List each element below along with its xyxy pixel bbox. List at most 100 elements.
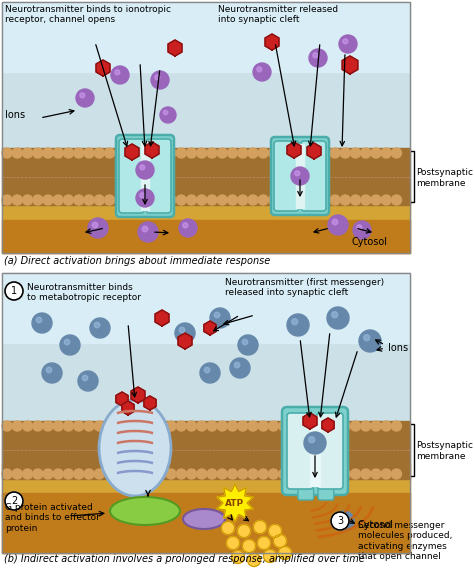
Circle shape xyxy=(207,148,217,158)
Circle shape xyxy=(217,421,227,431)
Circle shape xyxy=(5,492,23,510)
Circle shape xyxy=(289,148,299,158)
Circle shape xyxy=(94,195,104,205)
Circle shape xyxy=(332,219,338,225)
Circle shape xyxy=(76,89,94,107)
Circle shape xyxy=(357,225,362,230)
Polygon shape xyxy=(307,143,321,159)
Circle shape xyxy=(381,421,391,431)
Circle shape xyxy=(140,165,145,170)
Circle shape xyxy=(340,469,350,479)
Circle shape xyxy=(340,148,350,158)
Circle shape xyxy=(197,195,207,205)
Circle shape xyxy=(175,323,195,343)
Circle shape xyxy=(254,520,266,534)
Circle shape xyxy=(115,421,125,431)
Circle shape xyxy=(166,195,176,205)
Bar xyxy=(2,463,410,553)
Circle shape xyxy=(292,318,298,325)
Circle shape xyxy=(125,148,135,158)
Circle shape xyxy=(176,469,186,479)
Circle shape xyxy=(179,327,185,333)
Circle shape xyxy=(22,195,33,205)
Circle shape xyxy=(248,195,258,205)
Circle shape xyxy=(183,223,188,228)
Text: (b) Indirect activation involves a prolonged response, amplified over time: (b) Indirect activation involves a prolo… xyxy=(4,554,365,564)
Circle shape xyxy=(42,363,62,383)
Circle shape xyxy=(339,35,357,53)
Circle shape xyxy=(60,335,80,355)
Circle shape xyxy=(64,339,70,345)
Circle shape xyxy=(156,148,166,158)
Circle shape xyxy=(320,195,330,205)
Circle shape xyxy=(115,70,120,75)
Circle shape xyxy=(299,421,309,431)
Circle shape xyxy=(392,469,401,479)
Circle shape xyxy=(392,195,401,205)
Circle shape xyxy=(104,148,115,158)
Circle shape xyxy=(228,421,237,431)
Circle shape xyxy=(279,546,292,559)
Circle shape xyxy=(392,421,401,431)
Circle shape xyxy=(268,148,279,158)
Circle shape xyxy=(84,195,94,205)
Circle shape xyxy=(238,469,248,479)
Circle shape xyxy=(228,195,237,205)
Circle shape xyxy=(138,222,158,242)
Circle shape xyxy=(207,421,217,431)
Circle shape xyxy=(200,363,220,383)
Circle shape xyxy=(310,195,319,205)
Circle shape xyxy=(88,218,108,238)
Circle shape xyxy=(12,195,22,205)
Text: Cytosol: Cytosol xyxy=(352,237,388,247)
Circle shape xyxy=(364,335,370,341)
Text: Postsynaptic
membrane: Postsynaptic membrane xyxy=(416,168,473,188)
Polygon shape xyxy=(125,144,139,160)
Circle shape xyxy=(12,148,22,158)
Circle shape xyxy=(217,148,227,158)
Circle shape xyxy=(94,469,104,479)
Circle shape xyxy=(238,421,248,431)
Circle shape xyxy=(46,367,52,373)
Circle shape xyxy=(84,421,94,431)
Circle shape xyxy=(279,421,289,431)
Circle shape xyxy=(197,469,207,479)
Circle shape xyxy=(43,148,53,158)
Polygon shape xyxy=(116,392,128,406)
Text: Ions: Ions xyxy=(5,110,25,120)
Circle shape xyxy=(142,226,148,232)
Circle shape xyxy=(257,67,262,72)
Circle shape xyxy=(334,511,354,531)
Polygon shape xyxy=(178,333,192,349)
Circle shape xyxy=(104,469,115,479)
Circle shape xyxy=(231,551,245,563)
Circle shape xyxy=(350,421,361,431)
Circle shape xyxy=(135,469,145,479)
Circle shape xyxy=(5,282,23,300)
Circle shape xyxy=(64,469,73,479)
Circle shape xyxy=(268,421,279,431)
Polygon shape xyxy=(155,310,169,326)
Circle shape xyxy=(289,469,299,479)
FancyBboxPatch shape xyxy=(146,139,171,213)
Circle shape xyxy=(186,421,197,431)
Circle shape xyxy=(343,39,348,44)
Circle shape xyxy=(78,371,98,391)
Circle shape xyxy=(135,195,145,205)
Circle shape xyxy=(2,148,12,158)
Ellipse shape xyxy=(183,509,225,529)
FancyBboxPatch shape xyxy=(298,486,314,500)
Circle shape xyxy=(361,421,371,431)
Bar xyxy=(2,493,410,553)
Text: 2: 2 xyxy=(11,496,17,506)
Circle shape xyxy=(299,148,309,158)
Circle shape xyxy=(247,553,261,566)
Circle shape xyxy=(74,421,84,431)
Circle shape xyxy=(204,367,210,373)
Circle shape xyxy=(115,148,125,158)
Circle shape xyxy=(258,469,268,479)
Polygon shape xyxy=(96,60,110,76)
Circle shape xyxy=(53,148,63,158)
Circle shape xyxy=(53,195,63,205)
Circle shape xyxy=(176,195,186,205)
